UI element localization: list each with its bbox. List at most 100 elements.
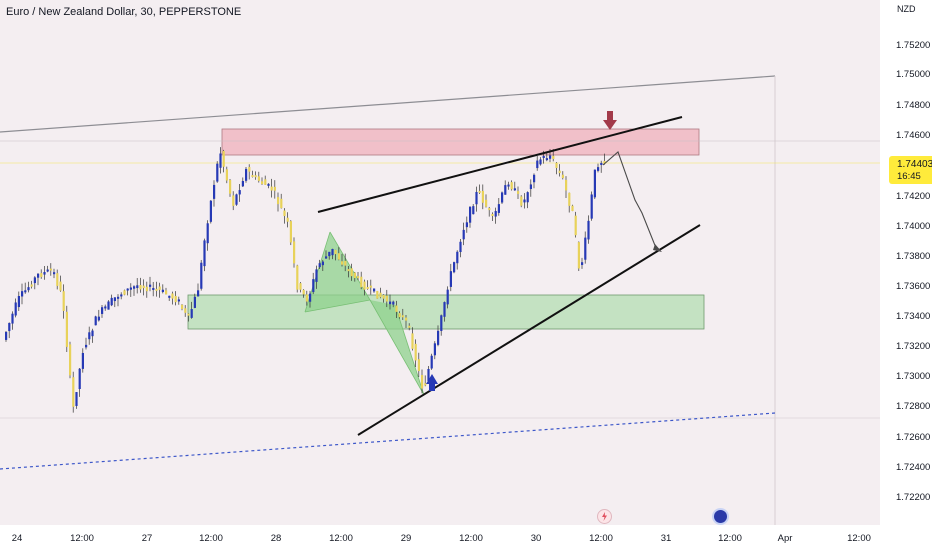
dotted-trendline[interactable]: [0, 412, 776, 470]
chart-canvas[interactable]: [0, 0, 880, 525]
candle-body: [59, 281, 62, 291]
candle-body: [85, 344, 88, 348]
upper-channel-line[interactable]: [0, 75, 776, 133]
projected-path[interactable]: [602, 151, 661, 251]
candle-body: [158, 286, 161, 290]
candle-body: [315, 269, 318, 282]
candle-body: [24, 290, 27, 293]
candle-body: [321, 261, 324, 266]
price-axis-label: 1.75000: [896, 69, 931, 80]
price-axis-label: 1.73200: [896, 341, 931, 352]
candle-body: [11, 313, 14, 324]
candle-body: [417, 359, 420, 372]
price-axis-label: 1.74200: [896, 191, 931, 202]
currency-label: NZD: [897, 4, 916, 14]
time-axis-label: 12:00: [847, 533, 871, 544]
candlestick-series[interactable]: [5, 147, 606, 413]
candle-body: [94, 316, 97, 326]
price-axis-label: 1.73000: [896, 371, 931, 382]
candle-body: [254, 175, 257, 178]
candle-body: [213, 184, 216, 199]
time-axis-label: 12:00: [329, 533, 353, 544]
candle-body: [465, 222, 468, 228]
candle-body: [225, 169, 228, 181]
candle-body: [385, 295, 388, 302]
sell-arrow-icon[interactable]: [603, 111, 617, 130]
candle-body: [27, 287, 30, 291]
price-axis-label: 1.74000: [896, 221, 931, 232]
candle-body: [600, 162, 603, 165]
candle-body: [568, 192, 571, 206]
candle-body: [229, 180, 232, 194]
candle-body: [401, 315, 404, 318]
candle-body: [49, 268, 52, 271]
time-axis-label: 12:00: [70, 533, 94, 544]
candle-body: [574, 215, 577, 236]
candle-body: [299, 283, 302, 290]
price-axis-label: 1.73600: [896, 281, 931, 292]
time-axis[interactable]: [0, 525, 932, 550]
candle-body: [21, 291, 24, 297]
current-price-tag[interactable]: 1.74403 16:45: [889, 156, 932, 184]
price-axis-label: 1.72400: [896, 462, 931, 473]
candle-body: [113, 297, 116, 302]
candle-body: [379, 292, 382, 298]
candle-body: [17, 296, 20, 308]
flag-globe-icon[interactable]: [712, 508, 729, 525]
candle-body: [222, 150, 225, 167]
candle-body: [485, 199, 488, 207]
harmonic-edge-2: [329, 231, 371, 301]
candle-body: [56, 273, 59, 286]
harmonic-pattern-left[interactable]: [305, 232, 370, 312]
candle-body: [347, 269, 350, 272]
candle-body: [40, 273, 43, 277]
price-axis-label: 1.73400: [896, 311, 931, 322]
candle-body: [325, 256, 328, 259]
candle-body: [62, 291, 65, 311]
candle-body: [296, 265, 299, 290]
candle-body: [293, 241, 296, 264]
resistance-zone[interactable]: [221, 128, 700, 156]
candle-body: [88, 332, 91, 340]
time-axis-label: 29: [400, 533, 412, 544]
candle-body: [440, 315, 443, 331]
wedge-upper-line[interactable]: [317, 116, 683, 213]
buy-arrow-icon[interactable]: [426, 374, 438, 391]
candle-body: [584, 237, 587, 260]
candle-body: [238, 190, 241, 195]
candle-body: [277, 197, 280, 205]
candle-body: [526, 192, 529, 203]
time-axis-label: 27: [141, 533, 153, 544]
candle-body: [174, 295, 177, 303]
time-axis-label: 24: [11, 533, 23, 544]
candle-body: [69, 344, 72, 376]
time-axis-label: 30: [530, 533, 542, 544]
candle-body: [577, 242, 580, 269]
candle-body: [581, 262, 584, 265]
candle-body: [318, 263, 321, 268]
support-zone[interactable]: [187, 294, 705, 330]
chart-plot-area[interactable]: Euro / New Zealand Dollar, 30, PEPPERSTO…: [0, 0, 880, 525]
candle-body: [369, 285, 372, 288]
candle-body: [389, 301, 392, 305]
time-axis-label: Apr: [777, 533, 793, 544]
candle-body: [536, 160, 539, 169]
candle-body: [587, 220, 590, 240]
candle-body: [593, 169, 596, 198]
harmonic-edge-3: [304, 299, 371, 313]
candle-body: [545, 158, 548, 161]
wedge-lower-line[interactable]: [357, 224, 701, 436]
lightning-icon[interactable]: [597, 509, 612, 524]
candle-body: [104, 306, 107, 309]
candle-body: [353, 272, 356, 279]
projected-path-arrowhead: [653, 244, 662, 252]
candle-body: [472, 206, 475, 215]
candle-body: [245, 168, 248, 181]
candle-body: [171, 293, 174, 299]
candle-body: [133, 286, 136, 289]
candle-body: [405, 317, 408, 321]
candle-body: [433, 343, 436, 356]
price-axis[interactable]: [880, 0, 932, 525]
current-price-value: 1.74403: [897, 159, 932, 170]
